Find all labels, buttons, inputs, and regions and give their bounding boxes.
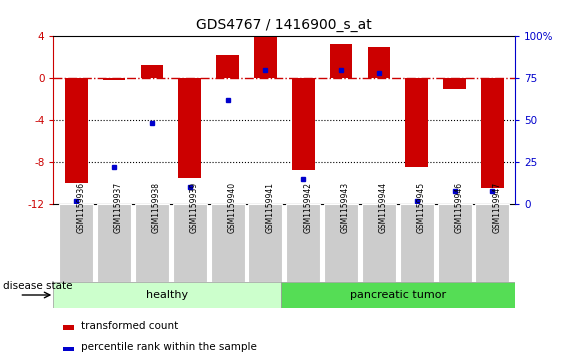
Bar	[211, 204, 244, 282]
Text: disease state: disease state	[3, 281, 72, 291]
Text: GSM1159941: GSM1159941	[265, 182, 274, 233]
Bar	[330, 44, 352, 78]
Bar	[292, 78, 315, 170]
Text: GSM1159946: GSM1159946	[454, 182, 463, 233]
Bar	[475, 204, 510, 282]
Bar	[405, 78, 428, 167]
Bar	[141, 65, 163, 78]
Bar	[280, 282, 515, 308]
Text: GSM1159937: GSM1159937	[114, 182, 123, 233]
Text: GSM1159943: GSM1159943	[341, 182, 350, 233]
Text: GSM1159945: GSM1159945	[417, 182, 426, 233]
Bar	[437, 204, 472, 282]
Text: healthy: healthy	[146, 290, 188, 300]
Text: GSM1159947: GSM1159947	[493, 182, 502, 233]
Text: GSM1159940: GSM1159940	[227, 182, 236, 233]
Text: GSM1159938: GSM1159938	[152, 182, 161, 233]
Text: GSM1159944: GSM1159944	[379, 182, 388, 233]
Bar	[286, 204, 320, 282]
Bar	[362, 204, 396, 282]
Bar	[248, 204, 283, 282]
Text: GSM1159942: GSM1159942	[303, 182, 312, 233]
Bar	[65, 78, 87, 183]
Bar	[254, 37, 277, 78]
Text: transformed count: transformed count	[81, 321, 178, 331]
Bar	[59, 204, 93, 282]
Bar	[62, 325, 74, 330]
Text: percentile rank within the sample: percentile rank within the sample	[81, 342, 257, 352]
Bar	[324, 204, 358, 282]
Bar	[135, 204, 169, 282]
Bar	[53, 282, 280, 308]
Title: GDS4767 / 1416900_s_at: GDS4767 / 1416900_s_at	[196, 18, 372, 32]
Bar	[62, 347, 74, 351]
Bar	[97, 204, 131, 282]
Text: GSM1159939: GSM1159939	[190, 182, 199, 233]
Bar	[400, 204, 434, 282]
Bar	[368, 46, 390, 78]
Bar	[481, 78, 504, 188]
Bar	[216, 55, 239, 78]
Bar	[173, 204, 207, 282]
Text: pancreatic tumor: pancreatic tumor	[350, 290, 446, 300]
Bar	[102, 78, 126, 79]
Text: GSM1159936: GSM1159936	[76, 182, 85, 233]
Bar	[443, 78, 466, 89]
Bar	[178, 78, 201, 178]
